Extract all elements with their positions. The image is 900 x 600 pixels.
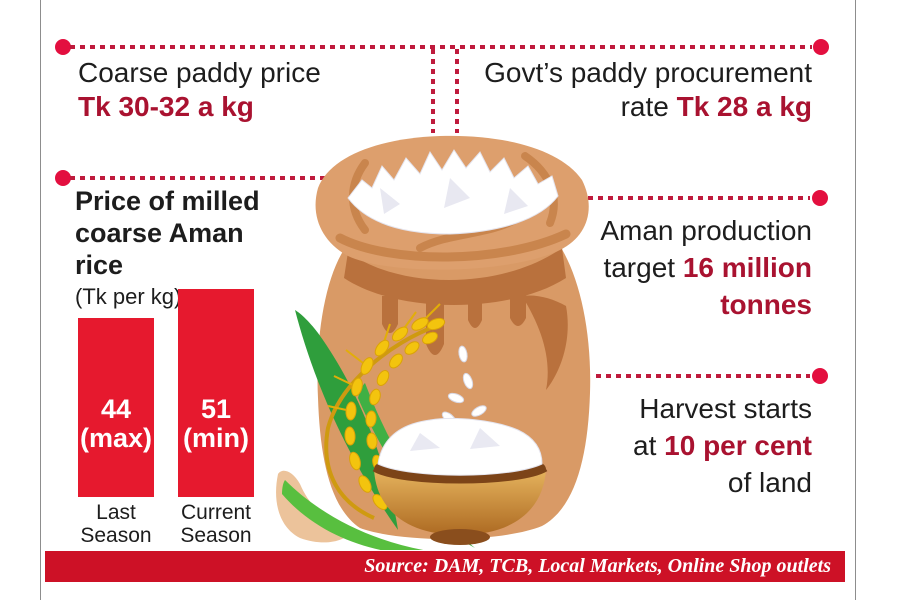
bowl-rim-front [372,466,548,484]
bar-last-season: 44 (max) [78,318,154,497]
rice-facet [410,433,440,451]
bar-value: 44 [100,394,132,424]
bar-category-last-season: Last Season [80,501,152,547]
bar-annotation: (max) [79,423,153,453]
right-frame-line [855,0,856,600]
rice-facet [504,188,528,214]
rice-sack-illustration [276,135,591,550]
wheat-grains [344,317,446,510]
source-bar: Source: DAM, TCB, Local Markets, Online … [45,551,845,582]
procurement-prefix: rate [620,91,677,122]
harvest-value-line: at 10 per cent [633,427,812,464]
bowl-body [374,469,546,535]
sack-drip [510,292,526,326]
left-frame-line [40,0,41,600]
rice-facet [444,178,470,208]
rice-facet [470,428,500,449]
sack-drip [382,296,398,333]
bullet-dot-icon [55,39,71,55]
rice-facet [380,188,400,214]
bowl-rice-mound [377,418,543,476]
procurement-value: Tk 28 a kg [676,91,812,122]
leaf-front [282,480,424,550]
top-dashed-line [70,45,812,49]
coarse-paddy-value: Tk 30-32 a kg [78,91,254,122]
bar-value-label: 51 (min) [178,395,254,453]
right-pointer-dashed-line [455,49,459,133]
bullet-dot-icon [812,190,828,206]
callout-procurement-rate: Govt’s paddy procurement rate Tk 28 a kg [484,56,812,124]
leaf [295,310,398,530]
bowl-foot [430,529,490,545]
bullet-dot-icon [812,368,828,384]
chart-unit-label: (Tk per kg) [75,284,182,309]
bar-chart: 44 (max) 51 (min) [78,280,254,497]
production-value-line2: tonnes [720,289,812,320]
production-prefix: target [603,252,683,283]
source-label: Source: DAM, TCB, Local Markets, Online … [364,555,831,577]
bar-value: 51 [200,394,232,424]
production-dashed-line [588,196,810,200]
coarse-paddy-text: Coarse paddy price [78,57,321,88]
chart-title-block: Price of milled coarse Aman rice (Tk per… [75,185,299,311]
harvest-suffix: of land [727,467,812,498]
harvest-value: 10 per cent [664,430,812,461]
procurement-value-line: rate Tk 28 a kg [484,90,812,124]
chart-dashed-line [70,176,326,180]
production-value: 16 million [682,252,812,283]
bar-current-season: 51 (min) [178,289,254,497]
bar-category-current-season: Current Season [180,501,252,547]
callout-production-target: Aman production target 16 million tonnes [600,212,812,323]
sack-drip [468,298,482,328]
bar-value-label: 44 (max) [78,395,154,453]
bar-annotation: (min) [183,423,249,453]
callout-harvest: Harvest starts at 10 per cent of land [633,390,812,501]
sack-shade-right [522,295,568,390]
production-value-line: target 16 million [600,249,812,286]
rim-shadow-stroke [335,229,571,262]
wheat-stem [324,324,437,520]
sack-drip-band [344,248,566,305]
harvest-text: Harvest starts [639,393,812,424]
bullet-dot-icon [55,170,71,186]
procurement-text: Govt’s paddy procurement [484,57,812,88]
callout-coarse-paddy-price: Coarse paddy price Tk 30-32 a kg [78,56,321,124]
harvest-dashed-line [596,374,810,378]
chart-title: Price of milled coarse Aman rice [75,186,260,280]
harvest-prefix: at [633,430,665,461]
production-text: Aman production [600,215,812,246]
left-pointer-dashed-line [431,49,435,133]
bullet-dot-icon [813,39,829,55]
